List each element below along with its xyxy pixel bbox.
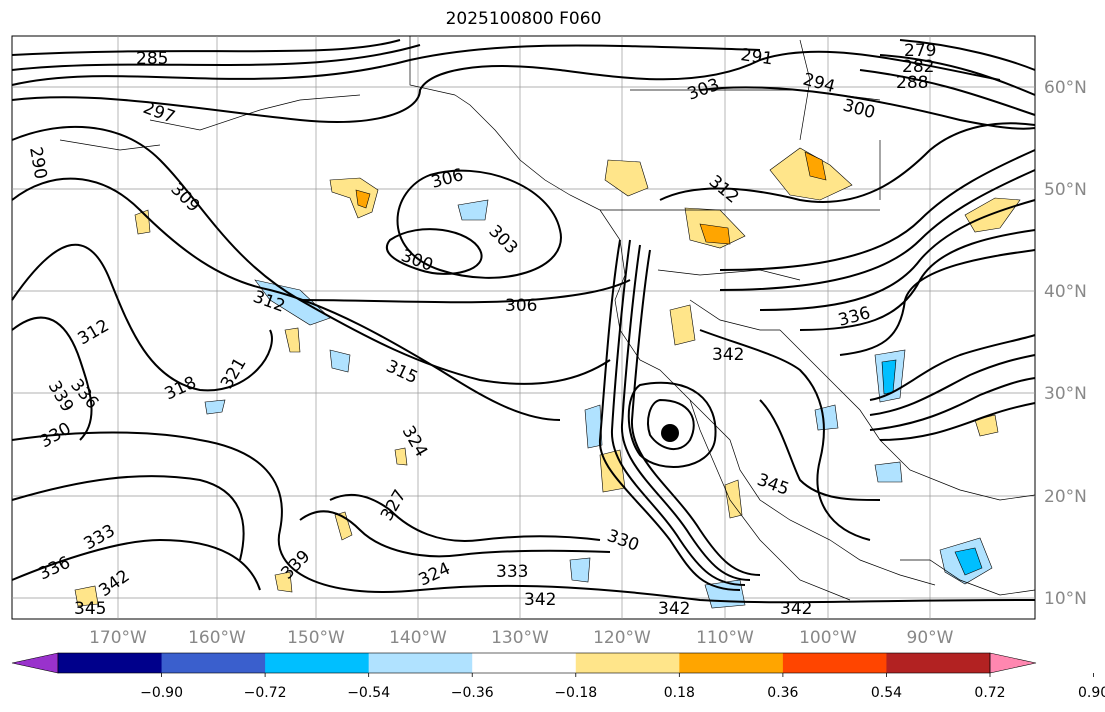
negative-patch [584, 404, 603, 449]
colorbar-tick-label: 0.54 [871, 685, 902, 701]
colorbar-segment [575, 653, 680, 673]
colorbar-segment [161, 653, 266, 673]
lat-axis: 60°N 50°N 40°N 30°N 20°N 10°N [1044, 78, 1087, 609]
contour-label: 333 [496, 562, 528, 582]
contour-label: 342 [712, 345, 744, 365]
colorbar-tick-label: 0.90 [1078, 685, 1105, 701]
lon-tick-label: 100°W [799, 628, 857, 648]
colorbar-segment [368, 653, 473, 673]
graticule [12, 36, 1035, 619]
colorbar-tick-label: 0.18 [664, 685, 695, 701]
lon-tick-label: 130°W [491, 628, 549, 648]
contour-label: 285 [136, 49, 168, 69]
lon-tick-label: 90°W [907, 628, 954, 648]
contour-label: 342 [658, 599, 690, 619]
coastlines [59, 36, 1036, 601]
colorbar-tick-label: −0.36 [451, 685, 494, 701]
positive-patch [604, 159, 649, 197]
contour-label: 279 [904, 41, 936, 61]
positive-patch-core [699, 223, 731, 245]
lon-tick-label: 150°W [287, 628, 345, 648]
contour-label: 291 [739, 45, 774, 69]
lon-axis: 170°W 160°W 150°W 140°W 130°W 120°W 110°W 100°W… [89, 628, 954, 648]
negative-patch [204, 399, 226, 415]
negative-patch [329, 349, 351, 373]
lat-tick-label: 20°N [1044, 487, 1087, 507]
shaded-patches [74, 147, 1021, 609]
positive-patch [74, 585, 99, 607]
contour-label: 342 [780, 599, 812, 619]
positive-patch [974, 414, 999, 437]
low-center-marker [661, 424, 679, 442]
contour-label: 288 [896, 73, 928, 93]
colorbar-tick-label: 0.72 [974, 685, 1005, 701]
positive-patch [394, 447, 408, 466]
negative-patch [814, 404, 839, 431]
colorbar-segment [58, 653, 163, 673]
lon-tick-label: 110°W [696, 628, 754, 648]
positive-patch [334, 511, 353, 541]
colorbar-segment [679, 653, 784, 673]
contour-label: 345 [74, 599, 106, 619]
colorbar-extend-low [11, 652, 59, 674]
colorbar-tick-label: −0.72 [244, 685, 287, 701]
lon-tick-label: 160°W [188, 628, 246, 648]
colorbar-segment [886, 653, 991, 673]
colorbar-tick-label: 0.36 [767, 685, 798, 701]
lon-tick-label: 140°W [389, 628, 447, 648]
lon-tick-label: 120°W [593, 628, 651, 648]
positive-patch [274, 571, 293, 593]
lat-tick-label: 40°N [1044, 282, 1087, 302]
positive-patch-core [355, 189, 371, 209]
colorbar-tick-label: −0.18 [554, 685, 597, 701]
positive-patch-core [804, 151, 827, 181]
contour-label: 282 [902, 57, 934, 77]
chart-title: 2025100800 F060 [445, 9, 602, 29]
lat-tick-label: 10°N [1044, 589, 1087, 609]
map-panel [11, 35, 1036, 620]
positive-patch [669, 304, 696, 346]
lat-tick-label: 50°N [1044, 180, 1087, 200]
colorbar-frame [57, 652, 991, 674]
lon-tick-label: 170°W [89, 628, 147, 648]
colorbar-tick-label: −0.54 [347, 685, 390, 701]
positive-patch [964, 197, 1021, 233]
height-contours [11, 39, 1036, 604]
contour-label: 306 [505, 296, 537, 316]
negative-patch [874, 461, 903, 483]
negative-patch [569, 557, 591, 583]
colorbar-segment [265, 653, 370, 673]
lat-tick-label: 30°N [1044, 384, 1087, 404]
colorbar-tick-label: −0.90 [140, 685, 183, 701]
positive-patch [284, 327, 301, 353]
colorbar-segment [782, 653, 887, 673]
colorbar: −0.90 −0.72 −0.54 −0.36 −0.18 0.18 0.36 0.54 0.7… [11, 652, 1105, 701]
negative-patch [457, 199, 489, 221]
colorbar-segment [472, 653, 577, 673]
negative-patch-core [954, 547, 983, 576]
lat-tick-label: 60°N [1044, 78, 1087, 98]
contour-label: 342 [524, 590, 556, 610]
positive-patch [724, 479, 743, 519]
colorbar-extend-high [989, 652, 1037, 674]
